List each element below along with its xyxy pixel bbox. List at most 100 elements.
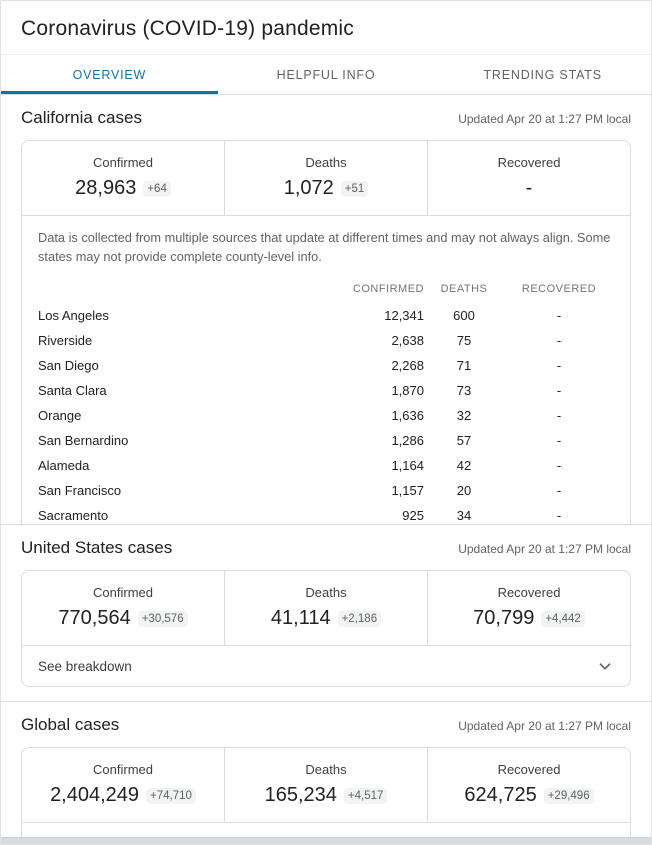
county-name: Riverside: [38, 333, 93, 349]
delta-badge: +74,710: [146, 788, 196, 804]
us-deaths-stat: Deaths 41,114 +2,186: [224, 571, 427, 645]
us-see-breakdown-toggle[interactable]: See breakdown: [22, 645, 630, 686]
us-stats-card: Confirmed 770,564 +30,576 Deaths 41,114 +2…: [21, 570, 631, 687]
table-row: San Diego 2,268 71 -: [38, 353, 614, 378]
county-name: San Francisco: [38, 483, 122, 499]
us-recovered-stat: Recovered 70,799 +4,442: [427, 571, 630, 645]
stat-label: Recovered: [497, 762, 561, 777]
global-section-title: Global cases: [21, 715, 120, 734]
table-row: San Francisco 1,157 20 -: [38, 478, 614, 503]
california-section: California cases Updated Apr 20 at 1:27 …: [1, 95, 651, 524]
county-confirmed: 2,638: [391, 333, 424, 349]
global-recovered-stat: Recovered 624,725 +29,496: [427, 748, 630, 822]
next-section-edge: [1, 837, 651, 844]
stat-value: 624,725: [464, 784, 537, 806]
stat-value: -: [525, 177, 533, 199]
stat-value: 165,234: [264, 784, 337, 806]
county-name: Alameda: [38, 458, 90, 474]
county-table-header: CONFIRMED DEATHS RECOVERED: [38, 275, 614, 303]
page-title: Coronavirus (COVID-19) pandemic: [21, 17, 354, 40]
stat-label: Deaths: [305, 585, 347, 600]
stat-value-row: 28,963 +64: [22, 177, 224, 200]
stat-value: 1,072: [283, 177, 334, 199]
column-header-recovered: RECOVERED: [521, 283, 597, 296]
county-confirmed: 925: [402, 508, 424, 524]
tab-helpful-info[interactable]: HELPFUL INFO: [276, 68, 376, 82]
california-recovered-stat: Recovered -: [427, 141, 630, 215]
stat-value: 2,404,249: [50, 784, 140, 806]
us-updated-timestamp: Updated Apr 20 at 1:27 PM local: [458, 542, 631, 556]
delta-badge: +4,442: [541, 611, 585, 627]
tab-trending-stats[interactable]: TRENDING STATS: [483, 68, 602, 82]
county-name: Sacramento: [38, 508, 109, 524]
stat-label: Deaths: [305, 762, 347, 777]
tab-overview[interactable]: OVERVIEW: [1, 55, 218, 94]
county-deaths: 32: [456, 408, 472, 424]
county-name: San Diego: [38, 358, 99, 374]
column-header-confirmed: CONFIRMED: [352, 283, 424, 296]
table-row: Riverside 2,638 75 -: [38, 328, 614, 353]
county-name: San Bernardino: [38, 433, 129, 449]
global-confirmed-stat: Confirmed 2,404,249 +74,710: [22, 748, 224, 822]
global-section: Global cases Updated Apr 20 at 1:27 PM l…: [1, 701, 651, 844]
us-section-head: United States cases Updated Apr 20 at 1:…: [1, 525, 651, 569]
stat-value-row: 41,114 +2,186: [225, 607, 427, 630]
california-deaths-stat: Deaths 1,072 +51: [224, 141, 427, 215]
county-confirmed: 12,341: [384, 308, 424, 324]
county-confirmed: 1,164: [391, 458, 424, 474]
county-name: Los Angeles: [38, 308, 109, 324]
county-deaths: 75: [456, 333, 472, 349]
county-recovered: -: [556, 508, 562, 524]
stat-value-row: 2,404,249 +74,710: [22, 784, 224, 807]
county-recovered: -: [556, 483, 562, 499]
stat-label: Deaths: [305, 155, 347, 170]
stat-value-row: 624,725 +29,496: [428, 784, 630, 807]
stat-label: Confirmed: [93, 762, 153, 777]
stat-label: Confirmed: [93, 155, 153, 170]
table-row: San Bernardino 1,286 57 -: [38, 428, 614, 453]
table-row: Santa Clara 1,870 73 -: [38, 378, 614, 403]
stat-value-row: 770,564 +30,576: [22, 607, 224, 630]
california-confirmed-stat: Confirmed 28,963 +64: [22, 141, 224, 215]
county-recovered: -: [556, 433, 562, 449]
us-stats-row: Confirmed 770,564 +30,576 Deaths 41,114 +2…: [22, 571, 630, 645]
stat-value: 770,564: [58, 607, 131, 629]
stat-value-row: 165,234 +4,517: [225, 784, 427, 807]
table-row: Orange 1,636 32 -: [38, 403, 614, 428]
county-recovered: -: [556, 358, 562, 374]
county-confirmed: 1,157: [391, 483, 424, 499]
card-divider: [22, 215, 630, 216]
table-row: Alameda 1,164 42 -: [38, 453, 614, 478]
county-confirmed: 1,636: [391, 408, 424, 424]
california-stats-card[interactable]: Confirmed 28,963 +64 Deaths 1,072 +51 Reco…: [21, 140, 631, 524]
delta-badge: +30,576: [137, 611, 188, 627]
county-confirmed: 2,268: [391, 358, 424, 374]
delta-badge: +4,517: [343, 788, 388, 804]
stat-value-row: -: [428, 177, 630, 200]
california-updated-timestamp: Updated Apr 20 at 1:27 PM local: [458, 112, 631, 126]
chevron-down-icon: [599, 663, 611, 670]
delta-badge: +29,496: [543, 788, 594, 804]
tab-bar: OVERVIEW HELPFUL INFO TRENDING STATS: [1, 55, 651, 95]
stat-label: Recovered: [497, 585, 561, 600]
california-section-head: California cases Updated Apr 20 at 1:27 …: [1, 95, 651, 139]
global-section-head: Global cases Updated Apr 20 at 1:27 PM l…: [1, 702, 651, 746]
column-header-deaths: DEATHS: [440, 283, 488, 296]
california-section-title: California cases: [21, 108, 142, 127]
county-name: Orange: [38, 408, 82, 424]
table-row: Sacramento 925 34 -: [38, 503, 614, 524]
panel-header: Coronavirus (COVID-19) pandemic: [1, 1, 651, 55]
delta-badge: +51: [340, 181, 369, 197]
county-recovered: -: [556, 458, 562, 474]
stat-value-row: 70,799 +4,442: [428, 607, 630, 630]
county-deaths: 20: [456, 483, 472, 499]
global-deaths-stat: Deaths 165,234 +4,517: [224, 748, 427, 822]
county-recovered: -: [556, 333, 562, 349]
stat-value-row: 1,072 +51: [225, 177, 427, 200]
county-deaths: 34: [456, 508, 472, 524]
global-stats-card: Confirmed 2,404,249 +74,710 Deaths 165,23…: [21, 747, 631, 844]
county-deaths: 73: [456, 383, 472, 399]
global-updated-timestamp: Updated Apr 20 at 1:27 PM local: [458, 719, 631, 733]
stat-value: 70,799: [473, 607, 535, 629]
